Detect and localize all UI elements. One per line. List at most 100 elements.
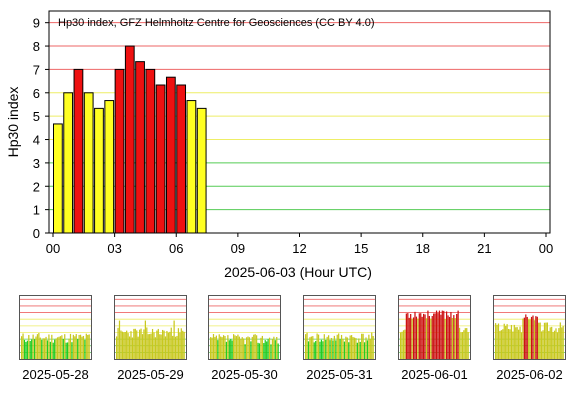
thumb-bar (307, 341, 310, 359)
bar-3 (83, 92, 94, 234)
thumb-bar (127, 333, 129, 359)
y-axis-label: Hp30 index (5, 87, 21, 158)
thumb-bar (407, 313, 409, 359)
thumb-bar (325, 339, 327, 359)
thumb-bar (551, 326, 553, 359)
thumb-bar (441, 310, 443, 359)
thumb-bar (75, 334, 77, 359)
thumb-bar (225, 341, 228, 359)
bars-layer (53, 45, 207, 234)
thumb-bar (561, 327, 563, 359)
thumbnail-chart-2025-06-01[interactable] (398, 295, 471, 360)
thumb-bar (456, 313, 458, 359)
thumb-bar (79, 334, 82, 359)
thumb-bar (363, 342, 366, 359)
thumb-bar (211, 337, 213, 359)
thumb-bar (139, 329, 141, 359)
thumb-bar (509, 329, 511, 359)
thumb-bar (319, 341, 321, 359)
thumb-bar (120, 330, 122, 359)
thumb-bar (149, 334, 151, 359)
thumb-bar (529, 319, 531, 359)
thumb-bar (276, 336, 278, 359)
thumb-bar (146, 327, 148, 359)
thumb-bar (182, 330, 184, 359)
thumb-bar (164, 336, 167, 359)
thumb-bar (82, 335, 85, 359)
thumb-bar (116, 336, 118, 359)
thumb-bar (68, 338, 70, 359)
thumb-bar (143, 329, 145, 359)
x-tick-label: 09 (231, 241, 245, 256)
thumb-bar (237, 334, 239, 359)
thumb-bar (274, 340, 276, 359)
thumb-bar (121, 331, 123, 359)
thumb-bar (253, 334, 255, 359)
thumb-bar (437, 313, 439, 359)
thumbnail-chart-2025-06-02[interactable] (493, 295, 566, 360)
thumb-bar (352, 337, 354, 359)
thumb-bar (88, 334, 90, 359)
thumb-bar (453, 315, 455, 359)
thumbnail-chart-2025-05-30[interactable] (208, 295, 281, 360)
thumb-date-label: 2025-05-29 (117, 367, 184, 382)
thumb-bar (81, 336, 83, 359)
thumb-bar (433, 313, 435, 359)
thumbnail-chart-2025-05-31[interactable] (303, 295, 376, 360)
thumb-bar (54, 339, 56, 359)
thumb-bar (258, 343, 261, 359)
thumb-bar (438, 310, 441, 359)
thumb-bar (28, 335, 30, 359)
y-tick-label: 8 (33, 39, 40, 54)
thumb-bar (61, 335, 63, 359)
thumb-bar (151, 328, 154, 359)
thumb-bar (87, 334, 89, 359)
thumb-bar (559, 322, 561, 359)
thumb-bar (349, 335, 351, 359)
thumb-bar (328, 335, 330, 359)
thumb-bar (556, 332, 559, 359)
thumb-bar (428, 316, 430, 359)
thumb-bar (150, 333, 152, 359)
thumb-bar (528, 319, 530, 359)
thumb-bar (64, 334, 66, 359)
thumb-bar (320, 339, 323, 359)
thumb-bar (162, 329, 164, 359)
thumb-bar (430, 318, 432, 359)
bar-11 (165, 76, 176, 234)
thumb-bar (32, 334, 34, 359)
thumb-bar (372, 335, 374, 359)
thumb-bar (536, 316, 538, 359)
thumb-bar (42, 338, 44, 359)
thumb-bar (333, 335, 335, 359)
bar-4 (94, 107, 104, 234)
y-tick-label: 1 (33, 203, 40, 218)
thumbnail-chart-2025-05-28[interactable] (19, 295, 92, 360)
thumb-bar (545, 322, 547, 359)
thumb-bar (330, 337, 333, 359)
thumb-bar (467, 332, 469, 359)
thumb-bar (244, 344, 246, 359)
thumb-bar (277, 343, 279, 359)
thumb-bar (36, 334, 39, 359)
thumb-date-label: 2025-05-30 (211, 367, 278, 382)
x-axis-label: 2025-06-03 (Hour UTC) (224, 264, 372, 280)
thumb-bar (366, 340, 369, 359)
bar-9 (145, 68, 156, 234)
thumb-bar (359, 341, 361, 359)
thumbnail-chart-2025-05-29[interactable] (114, 295, 187, 360)
thumb-bar (133, 328, 135, 359)
thumb-bar (313, 342, 315, 359)
thumb-bar (562, 325, 564, 359)
thumb-bar (51, 334, 53, 359)
thumb-bar (310, 336, 312, 359)
thumb-bar (513, 324, 515, 359)
thumb-bar (183, 331, 185, 359)
thumb-bar (141, 334, 144, 359)
thumb-bar (84, 339, 86, 359)
thumb-bar (235, 336, 238, 359)
thumb-bar (264, 340, 266, 359)
thumb-bar (312, 336, 314, 359)
thumb-bar (440, 314, 442, 359)
